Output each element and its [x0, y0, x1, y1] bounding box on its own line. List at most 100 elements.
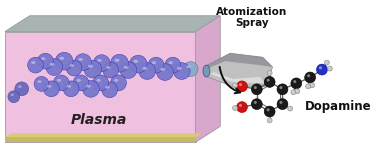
Circle shape — [316, 64, 327, 75]
Circle shape — [239, 104, 242, 107]
Circle shape — [84, 60, 102, 78]
Circle shape — [305, 72, 316, 83]
Ellipse shape — [133, 60, 138, 63]
Circle shape — [139, 63, 156, 79]
Circle shape — [264, 106, 275, 117]
Circle shape — [93, 75, 108, 91]
Circle shape — [288, 106, 293, 111]
Text: Atomization
Spray: Atomization Spray — [216, 7, 288, 28]
Circle shape — [66, 60, 82, 76]
Ellipse shape — [115, 59, 119, 62]
Circle shape — [295, 89, 300, 94]
Circle shape — [267, 118, 272, 123]
Circle shape — [232, 83, 237, 88]
Ellipse shape — [67, 85, 71, 88]
Ellipse shape — [31, 61, 36, 64]
Ellipse shape — [59, 57, 64, 60]
Polygon shape — [5, 16, 220, 32]
Circle shape — [148, 57, 164, 73]
Circle shape — [93, 55, 110, 72]
Circle shape — [46, 59, 63, 76]
Circle shape — [296, 90, 297, 91]
Ellipse shape — [37, 80, 42, 83]
Text: Dopamine: Dopamine — [305, 100, 371, 113]
Circle shape — [232, 106, 237, 111]
Circle shape — [279, 101, 282, 104]
Ellipse shape — [70, 64, 74, 67]
Polygon shape — [5, 133, 202, 137]
Circle shape — [324, 60, 329, 65]
Ellipse shape — [11, 94, 14, 96]
Circle shape — [28, 57, 43, 73]
Circle shape — [266, 79, 270, 82]
Circle shape — [307, 85, 308, 86]
Circle shape — [251, 99, 262, 110]
Circle shape — [74, 54, 91, 70]
Circle shape — [237, 81, 248, 92]
Circle shape — [53, 75, 69, 91]
Circle shape — [111, 54, 129, 72]
Circle shape — [8, 91, 20, 103]
Circle shape — [111, 75, 126, 91]
Ellipse shape — [186, 65, 191, 68]
Ellipse shape — [41, 57, 45, 60]
Polygon shape — [5, 32, 195, 142]
Polygon shape — [205, 53, 273, 87]
Ellipse shape — [47, 85, 51, 88]
Ellipse shape — [143, 67, 147, 70]
Circle shape — [34, 76, 49, 91]
Ellipse shape — [160, 68, 165, 71]
Circle shape — [267, 70, 272, 76]
Circle shape — [254, 86, 257, 89]
Circle shape — [43, 81, 59, 97]
Ellipse shape — [177, 67, 182, 70]
Ellipse shape — [169, 61, 173, 64]
Circle shape — [120, 62, 137, 79]
Polygon shape — [211, 72, 265, 83]
Circle shape — [289, 107, 290, 108]
Circle shape — [277, 84, 288, 95]
Circle shape — [156, 64, 174, 80]
Circle shape — [325, 61, 327, 63]
Circle shape — [129, 55, 147, 73]
Circle shape — [73, 75, 89, 91]
Circle shape — [291, 90, 296, 95]
Circle shape — [254, 101, 257, 104]
Circle shape — [15, 82, 29, 96]
Polygon shape — [205, 53, 273, 68]
Circle shape — [239, 83, 242, 86]
Circle shape — [306, 84, 311, 89]
Circle shape — [37, 53, 53, 69]
Ellipse shape — [96, 79, 101, 82]
Circle shape — [292, 91, 293, 92]
Circle shape — [279, 86, 282, 89]
Circle shape — [266, 108, 270, 111]
Circle shape — [234, 107, 235, 108]
Ellipse shape — [77, 79, 81, 82]
Circle shape — [293, 80, 296, 83]
Ellipse shape — [105, 86, 110, 89]
Circle shape — [268, 119, 270, 120]
Circle shape — [174, 63, 190, 79]
Circle shape — [277, 99, 288, 110]
Circle shape — [237, 102, 248, 112]
Circle shape — [327, 66, 332, 71]
Ellipse shape — [78, 58, 83, 61]
Ellipse shape — [50, 63, 54, 66]
Circle shape — [291, 78, 302, 89]
Circle shape — [311, 84, 312, 85]
Ellipse shape — [106, 66, 111, 69]
Ellipse shape — [88, 65, 93, 68]
Circle shape — [63, 81, 79, 97]
Ellipse shape — [57, 79, 61, 82]
Circle shape — [103, 62, 119, 78]
Circle shape — [102, 82, 118, 98]
Ellipse shape — [97, 59, 102, 62]
Polygon shape — [5, 137, 195, 142]
Circle shape — [165, 57, 181, 73]
Polygon shape — [195, 16, 220, 142]
Circle shape — [264, 76, 275, 87]
Ellipse shape — [124, 66, 129, 69]
Circle shape — [307, 74, 310, 77]
Ellipse shape — [114, 79, 118, 82]
